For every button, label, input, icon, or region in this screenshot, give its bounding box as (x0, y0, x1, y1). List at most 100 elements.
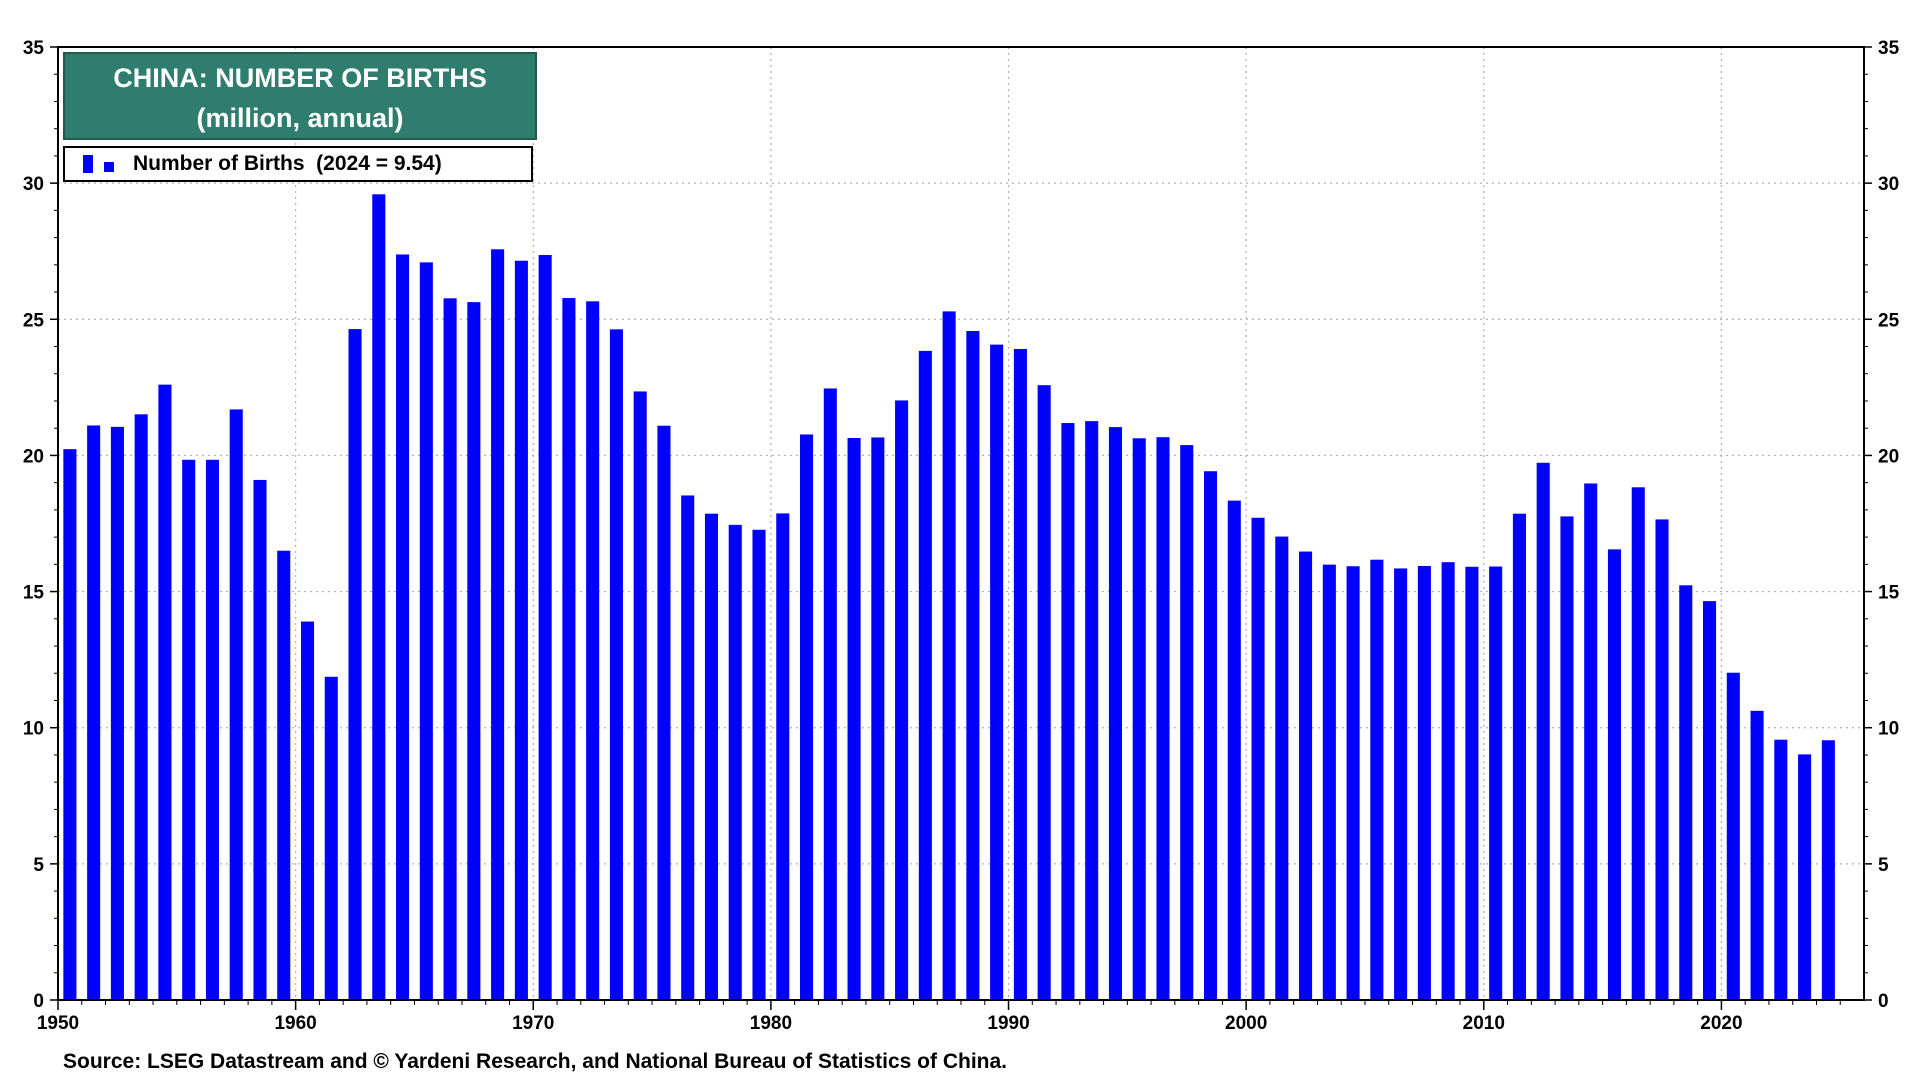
bar-1976 (681, 495, 695, 1000)
bar-2005 (1370, 559, 1384, 1000)
bar-2009 (1465, 566, 1479, 1000)
chart-title: CHINA: NUMBER OF BIRTHS (113, 63, 487, 93)
x-tick-label: 2010 (1463, 1013, 1505, 1034)
bar-1986 (918, 350, 932, 1000)
bar-1999 (1227, 500, 1241, 1000)
x-tick-label: 1970 (512, 1013, 554, 1034)
y-tick-label-right: 20 (1878, 446, 1899, 467)
bar-1952 (110, 426, 124, 1000)
y-tick-label-left: 30 (23, 174, 44, 195)
bar-2020 (1726, 672, 1740, 1000)
bar-1957 (229, 409, 243, 1000)
bar-1963 (372, 194, 386, 1000)
bar-2006 (1394, 568, 1408, 1000)
bar-1988 (966, 330, 980, 1000)
bar-1961 (324, 676, 338, 1000)
y-tick-label-right: 5 (1878, 855, 1889, 876)
x-tick-label: 1960 (274, 1013, 316, 1034)
bar-1983 (847, 438, 861, 1000)
legend-swatch-tall (83, 155, 93, 173)
bar-1951 (87, 425, 101, 1000)
y-tick-label-left: 15 (23, 583, 45, 604)
x-tick-label: 1990 (987, 1013, 1029, 1034)
bar-1968 (491, 249, 505, 1000)
x-tick-label: 2000 (1225, 1013, 1267, 1034)
bar-1973 (609, 329, 623, 1000)
bar-1996 (1156, 437, 1170, 1000)
bar-2017 (1655, 519, 1669, 1000)
bar-2011 (1512, 513, 1526, 1000)
x-tick-label: 1950 (37, 1013, 79, 1034)
bar-2015 (1607, 549, 1622, 1000)
bar-1964 (396, 254, 410, 1001)
bar-2001 (1275, 536, 1289, 1000)
bar-1978 (728, 524, 742, 1000)
y-tick-label-right: 0 (1878, 991, 1889, 1012)
bar-series (63, 194, 1835, 1001)
bar-1960 (300, 621, 315, 1000)
y-tick-label-right: 15 (1878, 583, 1900, 604)
bar-1971 (562, 298, 576, 1000)
bar-2018 (1679, 585, 1693, 1000)
bar-1953 (134, 414, 148, 1000)
bar-1954 (158, 384, 172, 1000)
bar-1956 (205, 459, 219, 1000)
bar-2008 (1441, 562, 1455, 1000)
bar-2024 (1821, 740, 1835, 1000)
bar-1993 (1085, 421, 1099, 1000)
bar-1990 (1013, 348, 1027, 1000)
bar-1972 (586, 301, 600, 1001)
bar-2007 (1417, 565, 1431, 1000)
y-tick-label-right: 10 (1878, 719, 1899, 740)
bar-2010 (1489, 566, 1503, 1000)
bar-2023 (1798, 754, 1812, 1000)
chart-subtitle: (million, annual) (196, 103, 404, 133)
y-axis-right: 0 5 10 15 20 25 30 35 (1878, 38, 1900, 1012)
bar-1995 (1132, 438, 1146, 1001)
legend: Number of Births (2024 = 9.54) (63, 146, 533, 182)
y-tick-label-left: 20 (23, 446, 44, 467)
chart-title-box: CHINA: NUMBER OF BIRTHS (million, annual… (63, 52, 537, 140)
y-tick-label-left: 5 (33, 855, 44, 876)
bar-1979 (752, 529, 766, 1000)
bar-1991 (1037, 385, 1051, 1001)
bar-1965 (419, 262, 433, 1000)
y-tick-label-left: 0 (33, 991, 44, 1012)
x-tick-label: 2020 (1700, 1013, 1742, 1034)
bar-1969 (514, 260, 528, 1001)
y-tick-label-right: 25 (1878, 310, 1900, 331)
bar-1959 (277, 550, 291, 1000)
y-tick-label-left: 35 (23, 38, 45, 59)
x-tick-label: 1980 (750, 1013, 792, 1034)
bar-1994 (1108, 427, 1122, 1001)
x-axis: 1950 1960 1970 1980 1990 2000 2010 2020 (37, 1013, 1743, 1034)
bar-2016 (1631, 487, 1645, 1000)
bar-1950 (63, 449, 77, 1000)
bar-2022 (1774, 739, 1788, 1000)
bar-2013 (1560, 516, 1574, 1000)
bar-1967 (467, 302, 481, 1000)
legend-label: Number of Births (2024 = 9.54) (133, 152, 442, 175)
bar-1982 (823, 388, 837, 1000)
bar-1975 (657, 425, 671, 1001)
bar-2021 (1750, 710, 1764, 1000)
bar-1998 (1203, 471, 1218, 1000)
bar-1992 (1061, 423, 1075, 1000)
bar-2004 (1346, 566, 1360, 1000)
bar-1970 (538, 255, 552, 1000)
bar-1958 (253, 479, 267, 1000)
bar-1980 (776, 513, 790, 1000)
bar-1981 (800, 434, 814, 1000)
y-tick-label-right: 35 (1878, 38, 1900, 59)
bar-1955 (182, 459, 196, 1000)
y-axis-left: 0 5 10 15 20 25 30 35 (23, 38, 45, 1012)
bar-2014 (1584, 483, 1598, 1000)
bar-1997 (1180, 445, 1194, 1000)
bar-2019 (1703, 601, 1717, 1000)
bar-2002 (1299, 551, 1313, 1000)
source-note: Source: LSEG Datastream and © Yardeni Re… (63, 1050, 1008, 1073)
bar-1966 (443, 298, 457, 1000)
legend-swatch-small (104, 162, 114, 172)
bar-1985 (895, 400, 909, 1000)
